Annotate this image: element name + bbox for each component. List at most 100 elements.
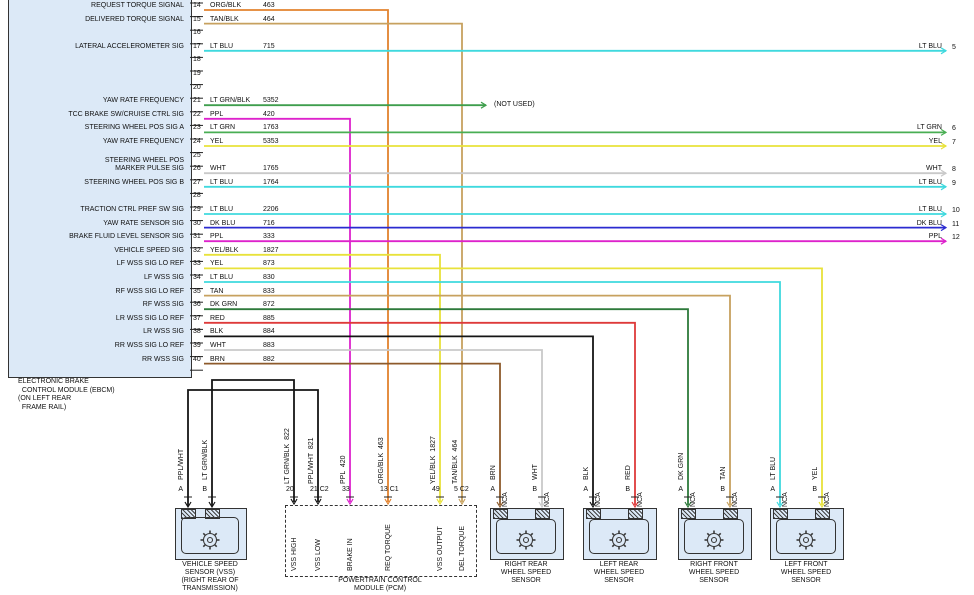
pcm-pin-name: VSS LOW <box>315 539 322 571</box>
exit-number: 12 <box>952 234 960 242</box>
pcm-wire-label: PPL/WHT 821 <box>308 437 315 484</box>
signal-label: STEERING WHEEL POS MARKER PULSE SIG <box>104 157 184 173</box>
wire-color-label: TAN <box>210 287 224 295</box>
wire-color-label: LT GRN <box>210 124 236 132</box>
wire-color-label: PPL <box>210 233 224 241</box>
exit-number: 9 <box>952 179 956 187</box>
signal-label: RR WSS SIG LO REF <box>114 342 184 349</box>
wire-color-label: LT BLU <box>210 178 234 186</box>
circuit-number: 1764 <box>263 178 279 186</box>
circuit-number: 883 <box>263 342 275 349</box>
circuit-number: 833 <box>263 287 275 295</box>
ebcm-pin-number: 40 <box>193 355 201 363</box>
wire-color-label: WHT <box>210 165 226 173</box>
wire-color-label: LT BLU <box>210 206 234 213</box>
ebcm-pin-number: 28 <box>193 192 201 200</box>
wire-color-label: YEL/BLK <box>210 246 239 254</box>
ebcm-pin-number: 36 <box>193 301 201 309</box>
pcm-pin-number: 33 <box>342 486 350 493</box>
vss-connector-hatch <box>181 509 196 519</box>
circuit-number: 1763 <box>263 124 279 132</box>
circuit-number: 420 <box>263 110 275 118</box>
wire-833 <box>204 294 731 505</box>
signal-label: LR WSS SIG LO REF <box>115 314 184 322</box>
wire-463 <box>204 9 389 502</box>
ebcm-box <box>8 0 192 378</box>
vss-wire-label: PPL/WHT <box>178 448 185 480</box>
circuit-number: 873 <box>263 260 275 268</box>
arrowhead-down-icon <box>458 498 466 506</box>
sensor-pin-letter: A <box>583 486 588 493</box>
wire-464 <box>204 22 463 502</box>
vss-pin-letter: B <box>202 486 207 493</box>
wire-color-label: LT GRN/BLK <box>210 97 251 105</box>
signal-label: LR WSS SIG <box>143 328 184 336</box>
signal-label: BRAKE FLUID LEVEL SENSOR SIG <box>69 233 184 241</box>
signal-label: TCC BRAKE SW/CRUISE CTRL SIG <box>68 110 184 118</box>
ebcm-pin-number: 26 <box>193 165 201 173</box>
wire-color-label: DK BLU <box>210 219 236 227</box>
exit-wire-color-label: WHT <box>926 165 942 173</box>
sensor-pin-letter: A <box>770 486 775 493</box>
exit-number: 7 <box>952 139 956 146</box>
sensor-wire-label: WHT <box>532 464 539 480</box>
arrowhead-down-icon <box>436 498 444 506</box>
ebcm-pin-number: 34 <box>193 274 201 281</box>
sensor-connector-hatch <box>586 509 601 519</box>
arrowhead-down-icon <box>208 501 216 509</box>
sensor-connector-hatch <box>493 509 508 519</box>
ebcm-pin-number: 35 <box>193 287 201 295</box>
pcm-pin-number: 5 C2 <box>454 486 469 493</box>
arrowhead-down-icon <box>314 498 322 506</box>
signal-label: LF WSS SIG <box>143 274 184 281</box>
exit-wire-color-label: YEL <box>928 138 942 145</box>
nca-label: NCA <box>544 492 551 507</box>
vss-pin-letter: A <box>178 486 183 493</box>
exit-wire-color-label: LT BLU <box>918 178 942 186</box>
nca-label: NCA <box>824 492 831 507</box>
pcm-pin-number: 20 <box>286 486 294 493</box>
signal-label: RF WSS SIG <box>142 301 184 309</box>
sensor-wire-label: RED <box>625 465 632 480</box>
ebcm-pin-number: 25 <box>193 151 201 159</box>
nca-label: NCA <box>502 492 509 507</box>
sensor-wire-label: BRN <box>490 465 497 480</box>
ebcm-pin-number: 15 <box>193 15 201 23</box>
pcm-pin-number: 21 C2 <box>310 486 329 493</box>
ebcm-pin-number: 22 <box>193 110 201 118</box>
ebcm-pin-number: 31 <box>193 233 201 241</box>
ebcm-pin-number: 23 <box>193 124 201 132</box>
wire-color-label: PPL <box>210 110 224 118</box>
vss-label: VEHICLE SPEED SENSOR (VSS) (RIGHT REAR O… <box>181 561 239 592</box>
signal-label: VEHICLE SPEED SIG <box>114 246 184 254</box>
sensor-inner <box>496 519 556 554</box>
pcm-pin-name: VSS HIGH <box>291 537 298 571</box>
signal-label: STEERING WHEEL POS SIG B <box>84 178 184 186</box>
exit-wire-color-label: LT BLU <box>918 206 942 213</box>
circuit-number: 715 <box>263 42 275 50</box>
signal-label: LF WSS SIG LO REF <box>116 260 184 268</box>
ebcm-pin-number: 17 <box>193 42 201 50</box>
signal-label: STEERING WHEEL POS SIG A <box>84 124 184 132</box>
pcm-pin-name: REQ TORQUE <box>385 524 392 571</box>
circuit-number: 1765 <box>263 165 279 173</box>
signal-label: YAW RATE SENSOR SIG <box>103 219 184 227</box>
sensor-connector-hatch <box>815 509 830 519</box>
wire-883 <box>204 349 543 505</box>
sensor-connector-hatch <box>773 509 788 519</box>
signal-label: DELIVERED TORQUE SIGNAL <box>85 15 184 23</box>
circuit-number: 872 <box>263 301 275 309</box>
sensor-pin-letter: B <box>532 486 537 493</box>
sensor-label: LEFT FRONT WHEEL SPEED SENSOR <box>780 561 832 584</box>
wire-color-label: LT BLU <box>210 42 234 50</box>
pcm-wire-label: PPL 420 <box>340 455 347 484</box>
ebcm-pin-number: 27 <box>193 178 201 186</box>
sensor-connector-hatch <box>681 509 696 519</box>
sensor-pin-letter: B <box>812 486 817 493</box>
circuit-number: 5353 <box>263 138 279 145</box>
sensor-connector-hatch <box>723 509 738 519</box>
exit-wire-color-label: PPL <box>928 233 942 241</box>
wire-color-label: YEL <box>210 138 224 145</box>
circuit-number: 885 <box>263 314 275 322</box>
circuit-number: 5352 <box>263 97 279 105</box>
